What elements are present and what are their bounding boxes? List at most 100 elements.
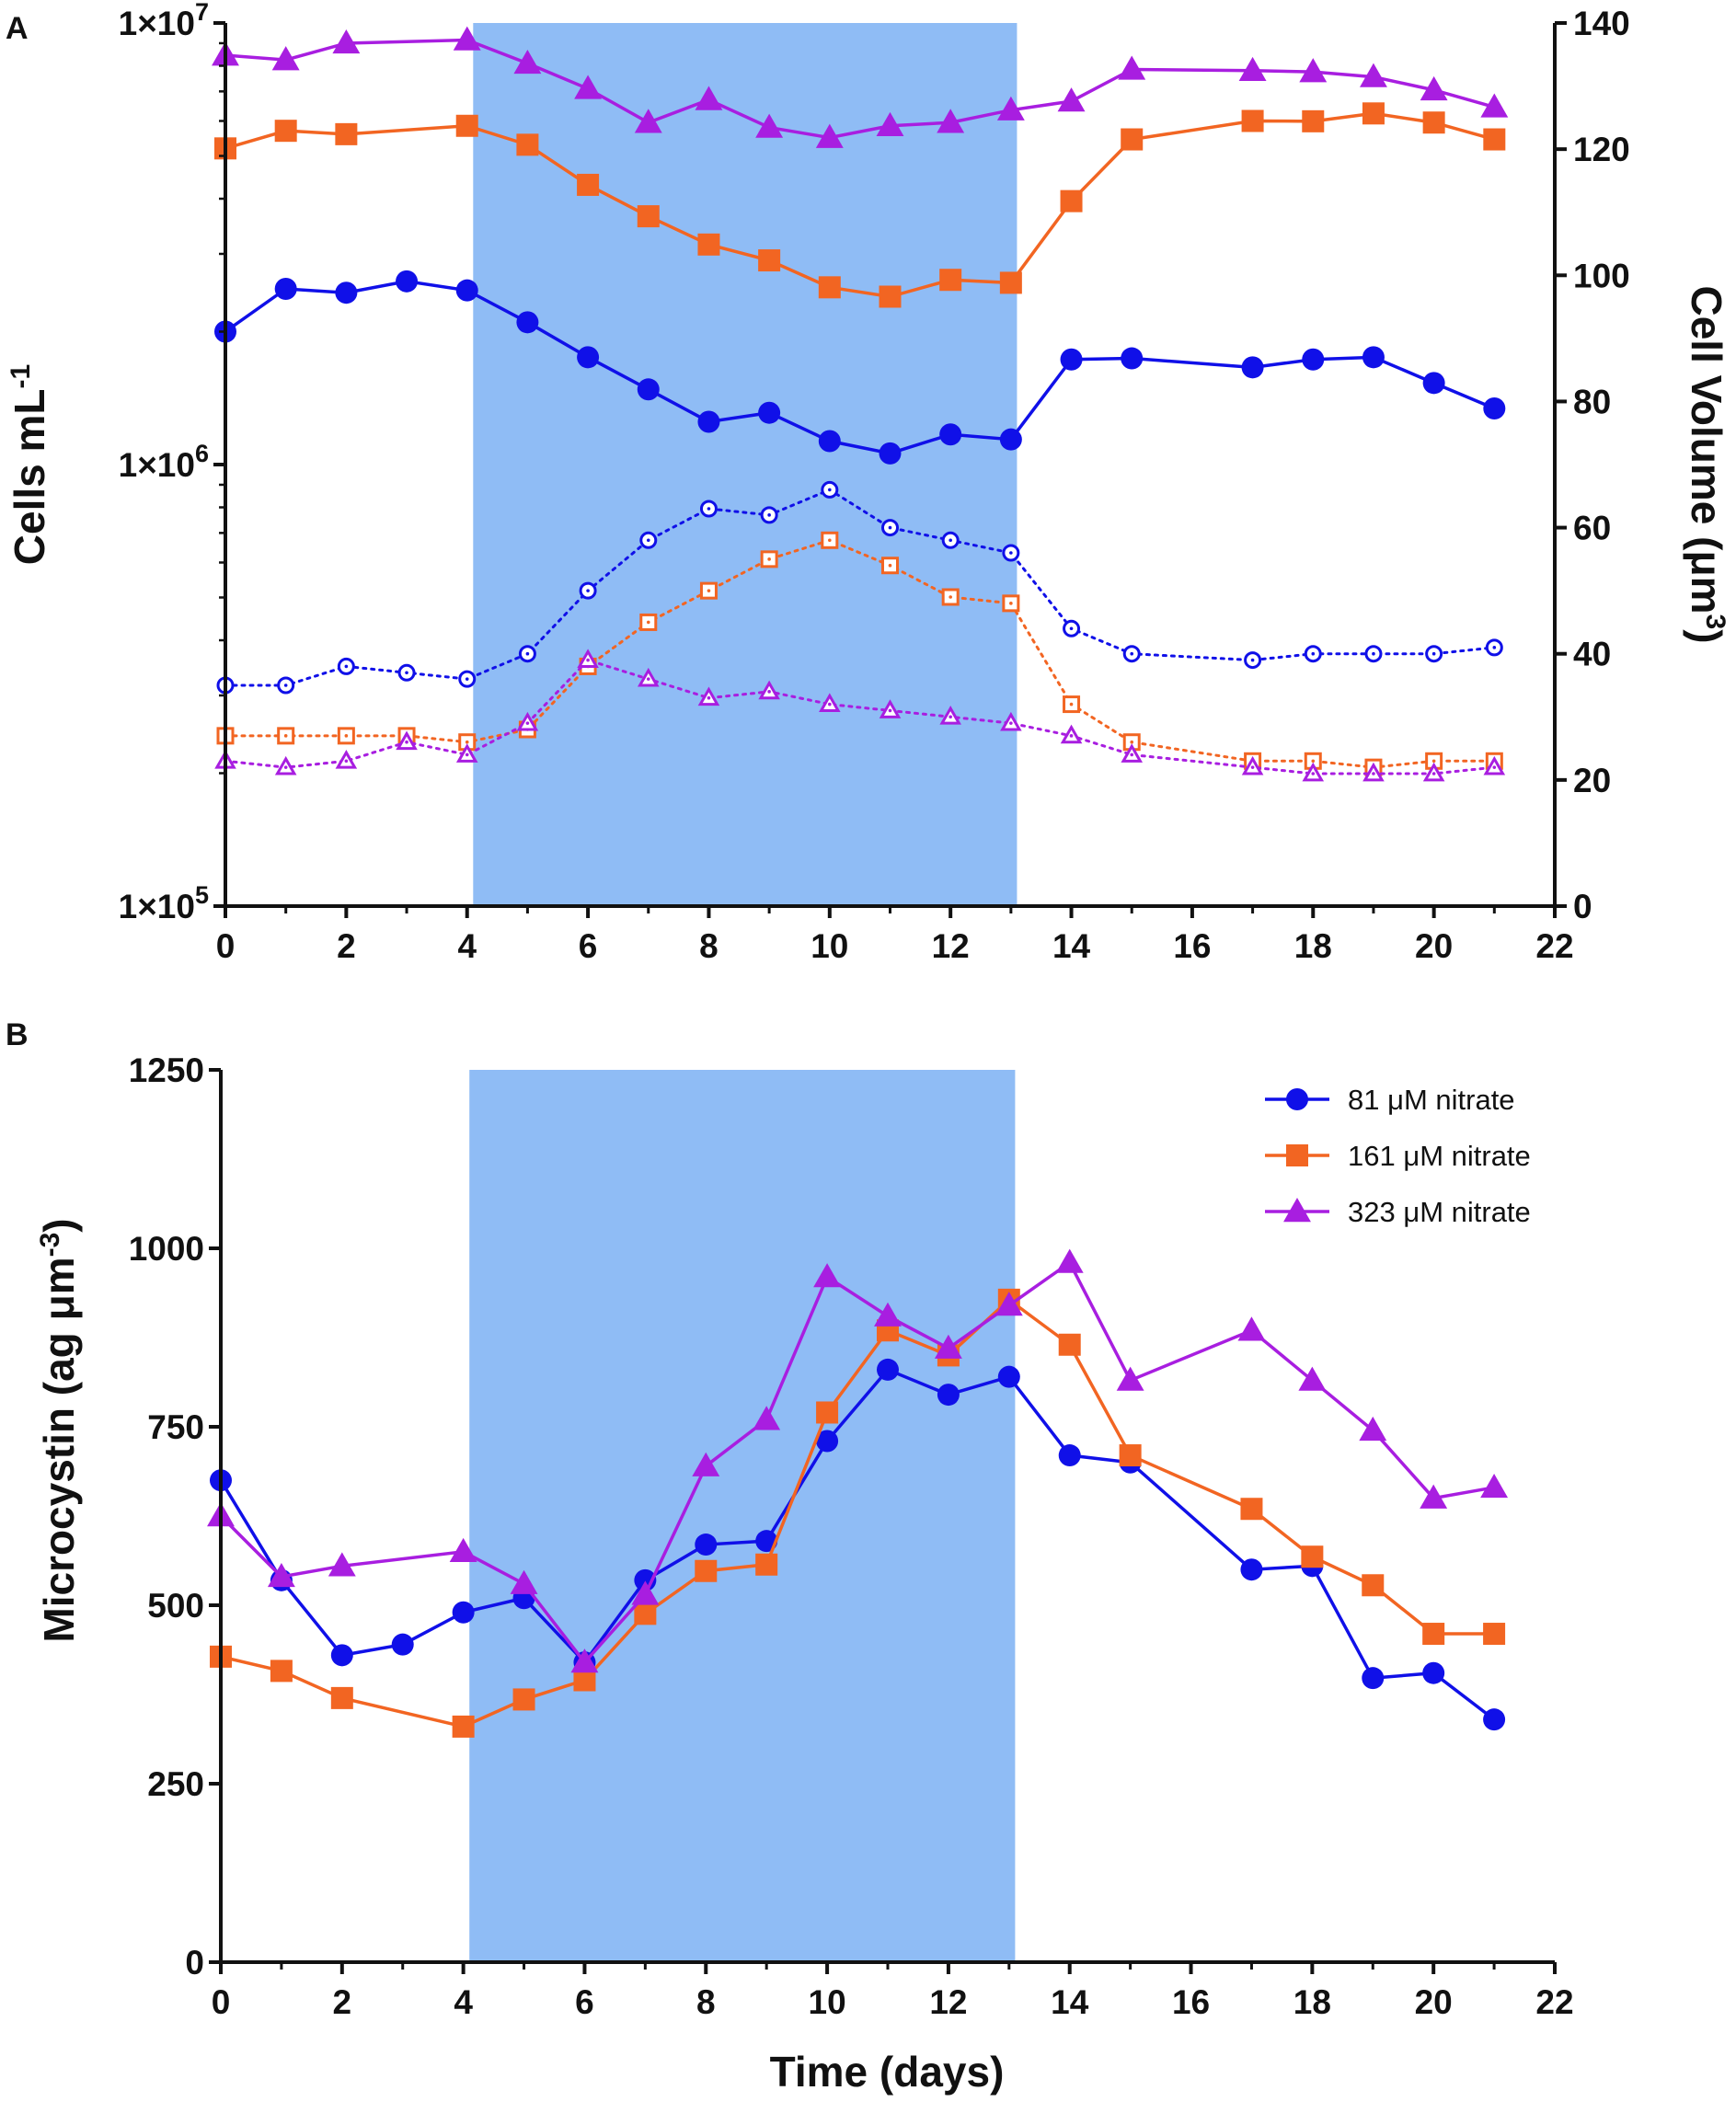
legend-marker xyxy=(1286,1088,1308,1110)
panel-b-triangle-point xyxy=(753,1406,781,1430)
panel-a-volume-square-point-dot xyxy=(344,734,349,738)
panel-a-volume-circle-point-dot xyxy=(1311,651,1316,656)
panel-a-cells-square-point xyxy=(818,276,841,299)
panel-a-cells-triangle-point xyxy=(996,96,1025,121)
panel-a-right-tick-label: 100 xyxy=(1573,257,1630,294)
panel-b-triangle-point xyxy=(631,1580,660,1605)
panel-a-volume-circle-point-dot xyxy=(767,513,771,517)
panel-a-left-tick-label: 1×105 xyxy=(119,881,209,925)
panel-a-volume-triangle-point-dot xyxy=(1009,721,1013,725)
panel-b-square-point xyxy=(452,1715,475,1738)
legend-label: 81 μM nitrate xyxy=(1348,1084,1515,1116)
panel-a-volume-triangle-point-dot xyxy=(1372,772,1375,775)
panel-a-volume-triangle-point-dot xyxy=(465,752,469,757)
panel-a-volume-triangle-point-dot xyxy=(405,740,408,744)
panel-a-left-tick-label: 1×106 xyxy=(119,440,209,484)
panel-a-volume-square-point-dot xyxy=(1311,759,1316,764)
panel-b-x-tick-label: 10 xyxy=(809,1983,846,2021)
panel-a-x-tick-label: 4 xyxy=(457,927,477,965)
panel-a-left-tick-label: 1×107 xyxy=(119,0,209,42)
panel-a-cells-triangle-point xyxy=(634,109,662,133)
panel-b-x-tick-label: 2 xyxy=(333,1983,352,2021)
panel-b-series xyxy=(207,1248,1509,1738)
panel-b-triangle-point xyxy=(813,1263,842,1288)
panel-b-circle-point xyxy=(452,1601,475,1624)
panel-b-left-axis-title: Microcystin (ag μm-3) xyxy=(35,1218,84,1642)
panel-a-right-tick-label: 40 xyxy=(1573,636,1611,673)
legend-marker xyxy=(1286,1144,1308,1166)
panel-a-cells-triangle-point xyxy=(1480,93,1509,118)
panel-a-cells-triangle-point xyxy=(574,75,603,99)
panel-b-shaded-region xyxy=(469,1070,1016,1962)
panel-a-cells-circle-point xyxy=(939,423,962,446)
panel-b-x-tick-label: 8 xyxy=(696,1983,716,2021)
panel-a-ticks: 0 2 4 6 8 10 12 14 16 18 20 22 1×105 1×106 1×107 0 20 40 6… xyxy=(119,0,1630,965)
panel-b-triangle-point xyxy=(994,1292,1023,1316)
panel-b-y-tick-label: 1250 xyxy=(129,1051,204,1089)
panel-a-cells-square-point xyxy=(1483,128,1506,151)
panel-b-square-point xyxy=(1362,1574,1385,1597)
panel-a-volume-square-point-dot xyxy=(948,595,952,599)
panel-a-cells-square-point xyxy=(577,173,600,196)
panel-a-cells-triangle-point xyxy=(937,109,965,133)
panel-a-shaded-region xyxy=(473,23,1017,906)
panel-a-cells-circle-point xyxy=(455,279,478,302)
panel-b-triangle-point xyxy=(1480,1474,1509,1499)
panel-b-x-tick-label: 12 xyxy=(929,1983,967,2021)
panel-a-cells-circle-point xyxy=(1121,347,1144,370)
panel-b-square-point xyxy=(270,1660,293,1683)
panel-a-right-tick-label: 120 xyxy=(1573,131,1630,168)
panel-a-cells-circle-point xyxy=(1060,348,1083,371)
panel-a-volume-square-point-dot xyxy=(707,589,711,592)
panel-a-volume-circle-point-dot xyxy=(828,488,832,492)
panel-a-cells-circle-point xyxy=(335,281,358,304)
panel-a-cells-square-point xyxy=(637,205,660,228)
panel-a-cells-circle-point xyxy=(1241,356,1264,379)
panel-a-cells-square-point xyxy=(1302,109,1325,132)
panel-b-circle-point xyxy=(877,1358,899,1381)
panel-a-volume-square-point-dot xyxy=(888,563,892,568)
panel-a-volume-triangle-point-dot xyxy=(283,765,288,769)
panel-b-square-point xyxy=(1422,1623,1445,1646)
panel-b-triangle-point xyxy=(510,1569,538,1594)
panel-b-square-point xyxy=(1119,1444,1142,1467)
panel-a-cells-circle-point xyxy=(516,311,539,334)
panel-a-cells-square-point xyxy=(274,120,297,143)
panel-b-square-point xyxy=(330,1686,353,1709)
panel-a-cells-circle-point xyxy=(1483,396,1506,419)
panel-a-x-tick-label: 14 xyxy=(1052,927,1091,965)
panel-a-cells-circle-point xyxy=(396,270,419,293)
panel-a-volume-square-point-dot xyxy=(1130,740,1134,744)
panel-a-cells-square-point xyxy=(879,285,902,308)
panel-a-cells-square-point xyxy=(939,269,962,292)
panel-a-cells-triangle-point xyxy=(271,46,300,71)
panel-a-volume-square-point-dot xyxy=(1069,702,1074,706)
panel-a-letter: A xyxy=(6,11,29,46)
panel-a-volume-triangle-point-dot xyxy=(1069,734,1074,738)
panel-a-cells-triangle-point xyxy=(1420,75,1448,101)
panel-a-volume-circle-point-dot xyxy=(525,651,530,656)
panel-a-cells-circle-point xyxy=(637,378,660,401)
panel-b-circle-point xyxy=(937,1384,960,1407)
panel-b-square-point xyxy=(816,1401,839,1424)
panel-b-x-tick-label: 22 xyxy=(1535,1983,1573,2021)
panel-b-y-tick-label: 1000 xyxy=(129,1230,204,1268)
panel-a-cells-triangle-point xyxy=(815,123,844,148)
panel-a-volume-square-point-dot xyxy=(646,620,650,625)
panel-b-circle-point xyxy=(1240,1558,1263,1581)
panel-b-x-tick-label: 14 xyxy=(1051,1983,1089,2021)
panel-a-cells-square-point xyxy=(1422,111,1445,134)
panel-a-cells-square-point xyxy=(758,249,781,272)
panel-b-triangle-point xyxy=(1420,1484,1448,1509)
panel-a-volume-circle-point-dot xyxy=(646,538,650,543)
panel-a-volume-triangle-point-dot xyxy=(1130,752,1134,757)
panel-b-triangle-point xyxy=(449,1537,477,1563)
panel-a-cells-triangle-point xyxy=(1118,55,1146,80)
panel-a-volume-square-point-dot xyxy=(828,538,832,543)
panel-a-cells-circle-point xyxy=(697,410,720,433)
panel-a-x-tick-label: 2 xyxy=(337,927,356,965)
panel-a-cells-triangle-point xyxy=(1238,56,1267,82)
panel-a-x-tick-label: 20 xyxy=(1415,927,1453,965)
panel-b-y-tick-label: 250 xyxy=(147,1765,204,1803)
panel-b-square-point xyxy=(512,1688,535,1711)
